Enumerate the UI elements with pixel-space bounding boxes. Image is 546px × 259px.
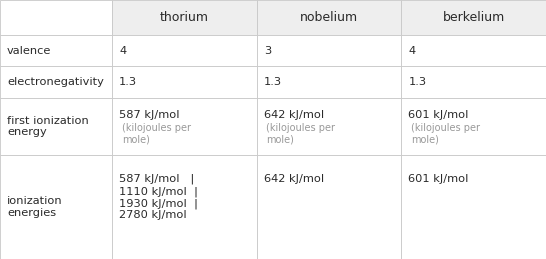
Text: ionization
energies: ionization energies: [7, 196, 63, 218]
Bar: [401, 155, 546, 259]
Text: (kilojoules per
mole): (kilojoules per mole): [266, 123, 335, 145]
Bar: [0, 98, 112, 155]
Bar: [112, 0, 257, 35]
Text: 601 kJ/mol: 601 kJ/mol: [408, 110, 469, 120]
Text: 601 kJ/mol: 601 kJ/mol: [408, 174, 469, 184]
Text: 642 kJ/mol: 642 kJ/mol: [264, 174, 324, 184]
Bar: [257, 98, 401, 155]
Bar: [0, 0, 112, 35]
Bar: [401, 35, 546, 66]
Text: valence: valence: [7, 46, 51, 55]
Bar: [257, 0, 401, 35]
Bar: [401, 66, 546, 98]
Text: thorium: thorium: [160, 11, 209, 24]
Text: first ionization
energy: first ionization energy: [7, 116, 89, 137]
Bar: [257, 155, 401, 259]
Bar: [401, 0, 546, 35]
Text: berkelium: berkelium: [442, 11, 505, 24]
Bar: [0, 155, 112, 259]
Bar: [0, 66, 112, 98]
Text: (kilojoules per
mole): (kilojoules per mole): [411, 123, 480, 145]
Text: (kilojoules per
mole): (kilojoules per mole): [122, 123, 191, 145]
Bar: [112, 66, 257, 98]
Text: 4: 4: [408, 46, 416, 55]
Text: 587 kJ/mol   |
1110 kJ/mol  |
1930 kJ/mol  |
2780 kJ/mol: 587 kJ/mol | 1110 kJ/mol | 1930 kJ/mol |…: [119, 174, 198, 220]
Text: electronegativity: electronegativity: [7, 77, 104, 87]
Text: 4: 4: [119, 46, 126, 55]
Text: 587 kJ/mol: 587 kJ/mol: [119, 110, 180, 120]
Bar: [112, 98, 257, 155]
Bar: [112, 155, 257, 259]
Text: 1.3: 1.3: [264, 77, 282, 87]
Bar: [257, 66, 401, 98]
Bar: [112, 35, 257, 66]
Text: nobelium: nobelium: [300, 11, 358, 24]
Text: 3: 3: [264, 46, 271, 55]
Text: 642 kJ/mol: 642 kJ/mol: [264, 110, 324, 120]
Bar: [257, 35, 401, 66]
Text: 1.3: 1.3: [119, 77, 137, 87]
Bar: [0, 35, 112, 66]
Text: 1.3: 1.3: [408, 77, 426, 87]
Bar: [401, 98, 546, 155]
